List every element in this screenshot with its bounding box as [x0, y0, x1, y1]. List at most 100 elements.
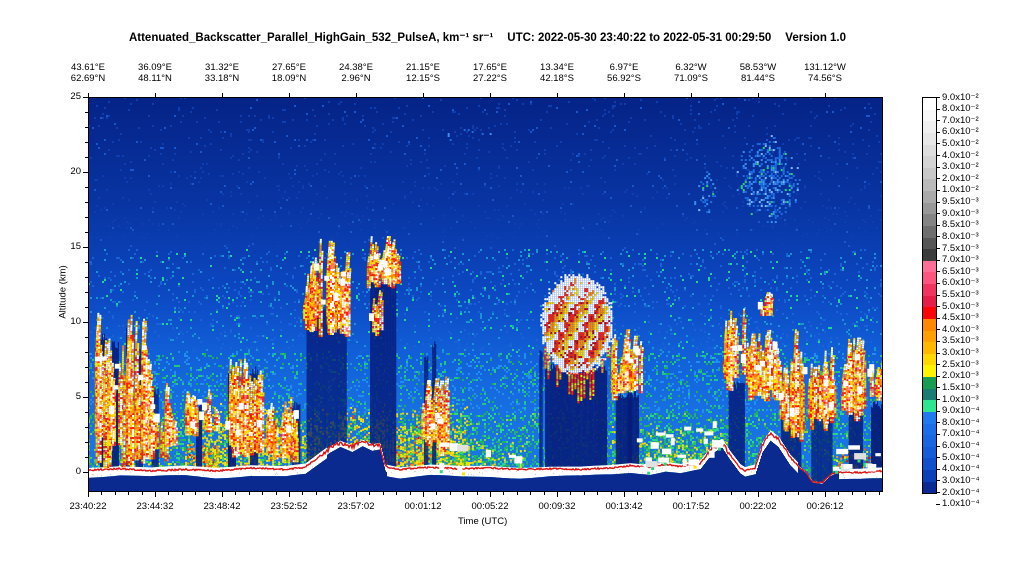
backscatter-heatmap [88, 97, 883, 492]
x-axis-major-tick [155, 492, 156, 497]
top-axis-lon: 131.12°W [804, 62, 846, 73]
top-axis-lat: 81.44°S [741, 73, 775, 84]
top-axis-label: 31.32°E 33.18°N [190, 62, 254, 84]
colorbar-segment [923, 470, 936, 482]
x-axis-minor-tick [718, 492, 719, 495]
colorbar-segment [923, 318, 936, 331]
colorbar-tick [936, 236, 940, 237]
colorbar-segment [923, 400, 936, 412]
top-axis-lon: 27.65°E [272, 62, 306, 73]
x-axis-tick-label: 23:52:52 [270, 501, 308, 512]
colorbar-segment [923, 446, 936, 459]
y-axis-tick-label: 5 [75, 391, 81, 403]
colorbar-tick-label: 9.0x10⁻³ [942, 207, 979, 219]
colorbar-tick [936, 143, 940, 144]
x-axis-minor-tick [637, 492, 638, 495]
colorbar-tick [936, 469, 940, 470]
x-axis-minor-tick [463, 492, 464, 495]
colorbar-tick-label: 6.0x10⁻⁴ [942, 440, 980, 452]
colorbar-tick-label: 4.5x10⁻³ [942, 312, 979, 324]
y-axis-minor-tick [85, 187, 88, 188]
colorbar-segment [923, 481, 936, 494]
top-axis-tick [691, 93, 692, 97]
colorbar-segment [923, 179, 936, 191]
colorbar-tick-label: 2.0x10⁻² [942, 172, 979, 184]
colorbar-tick [936, 202, 940, 203]
colorbar-tick-label: 9.0x10⁻⁴ [942, 405, 980, 417]
colorbar-segment [923, 423, 936, 436]
y-axis-minor-tick [85, 412, 88, 413]
x-axis-minor-tick [436, 492, 437, 495]
y-axis-minor-tick [85, 142, 88, 143]
colorbar-segment [923, 98, 936, 110]
colorbar-tick-label: 8.0x10⁻³ [942, 230, 979, 242]
top-axis-label: 24.38°E 2.96°N [324, 62, 388, 84]
colorbar-segment [923, 167, 936, 180]
x-axis-minor-tick [798, 492, 799, 495]
top-axis-lat: 27.22°S [473, 73, 507, 84]
top-axis-tick [423, 93, 424, 97]
top-axis-tick [222, 93, 223, 97]
x-axis-minor-tick [503, 492, 504, 495]
x-axis-minor-tick [771, 492, 772, 495]
colorbar-tick [936, 434, 940, 435]
top-axis-tick [356, 93, 357, 97]
colorbar-tick [936, 97, 940, 98]
top-axis-label: 17.65°E 27.22°S [458, 62, 522, 84]
colorbar-tick [936, 109, 940, 110]
x-axis-minor-tick [262, 492, 263, 495]
colorbar-segment [923, 191, 936, 203]
x-axis-tick-label: 00:05:22 [471, 501, 509, 512]
colorbar-segment [923, 411, 936, 424]
x-axis-minor-tick [477, 492, 478, 495]
colorbar-tick [936, 492, 940, 493]
colorbar-tick [936, 167, 940, 168]
x-axis-major-tick [490, 492, 491, 497]
x-axis-minor-tick [731, 492, 732, 495]
y-axis-major-tick [83, 397, 88, 398]
colorbar-tick [936, 387, 940, 388]
colorbar-tick [936, 480, 940, 481]
colorbar-tick [936, 353, 940, 354]
x-axis-major-tick [222, 492, 223, 497]
colorbar-tick-label: 9.0x10⁻² [942, 91, 979, 103]
colorbar-tick-label: 6.0x10⁻² [942, 126, 979, 138]
colorbar-tick-label: 6.0x10⁻³ [942, 277, 979, 289]
colorbar-tick [936, 457, 940, 458]
colorbar-segment [923, 144, 936, 157]
y-axis-minor-tick [85, 427, 88, 428]
y-axis-tick-label: 0 [75, 466, 81, 478]
top-axis-label: 58.53°W 81.44°S [726, 62, 790, 84]
x-axis-minor-tick [651, 492, 652, 495]
colorbar-tick [936, 306, 940, 307]
x-axis-minor-tick [396, 492, 397, 495]
colorbar-segment [923, 342, 936, 354]
y-axis-minor-tick [85, 442, 88, 443]
top-axis-tick [289, 93, 290, 97]
colorbar-tick-label: 1.5x10⁻³ [942, 381, 979, 393]
colorbar-tick [936, 295, 940, 296]
x-axis-tick-label: 00:22:02 [739, 501, 777, 512]
colorbar-segment [923, 225, 936, 238]
x-axis-minor-tick [128, 492, 129, 495]
x-axis-minor-tick [142, 492, 143, 495]
top-axis-tick [88, 93, 89, 97]
y-axis-minor-tick [85, 127, 88, 128]
plot-title-version: Version 1.0 [785, 32, 847, 44]
colorbar-tick-label: 8.0x10⁻⁴ [942, 416, 980, 428]
colorbar-tick-label: 8.5x10⁻³ [942, 219, 979, 231]
colorbar-tick [936, 446, 940, 447]
x-axis-tick-label: 00:26:12 [806, 501, 844, 512]
colorbar-tick [936, 271, 940, 272]
x-axis-minor-tick [570, 492, 571, 495]
colorbar-segment [923, 109, 936, 122]
colorbar-tick-label: 1.0x10⁻³ [942, 393, 979, 405]
colorbar-tick-label: 5.0x10⁻³ [942, 300, 979, 312]
colorbar-tick-label: 2.0x10⁻³ [942, 370, 979, 382]
y-axis-title: Altitude (km) [57, 265, 69, 319]
colorbar-segment [923, 353, 936, 366]
top-axis-lon: 13.34°E [540, 62, 574, 73]
x-axis-minor-tick [302, 492, 303, 495]
y-axis-minor-tick [85, 457, 88, 458]
